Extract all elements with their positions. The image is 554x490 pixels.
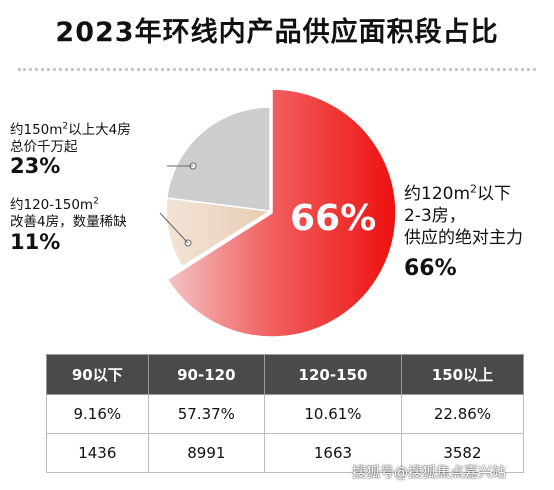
label-big4-line2: 总价千万起 — [10, 138, 78, 155]
label-improve4: 约120-150m2 改善4房，数量稀缺 — [10, 193, 127, 231]
chart-title: 2023年环线内产品供应面积段占比 — [55, 17, 499, 48]
table-row: 1436 8991 1663 3582 — [46, 433, 525, 473]
pie-slice-11pct — [165, 197, 273, 268]
watermark: 搜狐号@搜狐焦点嘉兴站 — [352, 465, 506, 481]
label-main-pct: 66% — [404, 256, 457, 281]
label-big4-line1: 约150m2以上大4房 — [10, 121, 131, 138]
label-big4-pct: 23% — [10, 154, 61, 178]
table-header-cell: 90以下 — [46, 354, 149, 395]
table-cell: 10.61% — [264, 394, 402, 434]
label-improve4-line1: 约120-150m2 — [10, 196, 99, 213]
pie-chart — [159, 88, 397, 338]
dotted-divider — [18, 68, 536, 71]
table-header-cell: 150以上 — [400, 354, 525, 395]
table-cell: 1436 — [46, 433, 149, 473]
table-cell: 57.37% — [147, 394, 266, 434]
table-cell: 22.86% — [400, 394, 525, 434]
leader-line-11 — [159, 212, 189, 244]
label-main-line2: 2-3房， — [404, 205, 466, 226]
table-header-row: 90以下 90-120 120-150 150以上 — [46, 354, 525, 395]
label-main-line3: 供应的绝对主力 — [404, 227, 523, 248]
table-cell: 1663 — [264, 433, 402, 473]
pie-slice-66pct — [166, 88, 397, 338]
pie-slice-23pct — [165, 106, 271, 212]
label-big4: 约150m2以上大4房 总价千万起 — [10, 118, 131, 156]
pie-center-label: 66% — [290, 198, 377, 239]
label-main: 约120m2以下 2-3房， 供应的绝对主力 — [404, 178, 523, 249]
label-improve4-line2: 改善4房，数量稀缺 — [10, 213, 127, 230]
label-improve4-pct: 11% — [10, 230, 61, 254]
table-header-cell: 120-150 — [264, 354, 402, 395]
table-cell: 3582 — [400, 433, 525, 473]
table-cell: 8991 — [147, 433, 266, 473]
table-row: 9.16% 57.37% 10.61% 22.86% — [46, 394, 525, 434]
label-main-line1: 约120m2以下 — [404, 182, 512, 204]
table-header-cell: 90-120 — [147, 354, 266, 395]
data-table: 90以下 90-120 120-150 150以上 9.16% 57.37% 1… — [46, 354, 525, 473]
table-cell: 9.16% — [46, 394, 149, 434]
